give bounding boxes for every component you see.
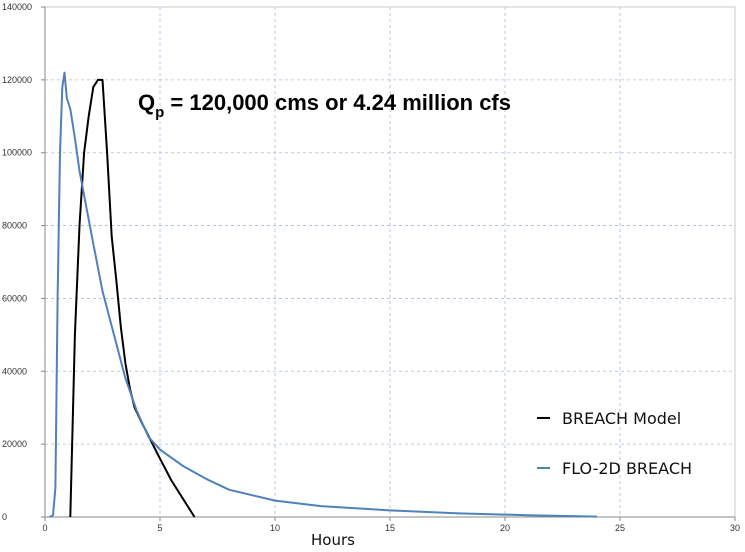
peak-discharge-annotation: Qp = 120,000 cms or 4.24 million cfs	[138, 90, 511, 121]
annotation-rest: = 120,000 cms or 4.24 million cfs	[164, 90, 511, 115]
y-tick-label: 100000	[2, 148, 32, 158]
legend-label-breach: BREACH Model	[562, 409, 681, 428]
x-axis-label: Hours	[311, 531, 355, 549]
y-tick-label: 20000	[2, 439, 27, 449]
x-tick-label: 20	[500, 523, 510, 533]
y-axis-ticks: 0 20000 40000 60000 80000 100000 120000 140000	[2, 2, 45, 522]
y-tick-label: 80000	[2, 221, 27, 231]
x-tick-label: 30	[730, 523, 740, 533]
flo2d-breach-line	[49, 71, 598, 518]
x-axis-ticks: 0 5 10 15 20 25 30	[42, 517, 740, 533]
x-tick-label: 5	[157, 523, 162, 533]
breach-model-line	[69, 78, 196, 518]
y-tick-label: 40000	[2, 366, 27, 376]
y-tick-label: 140000	[2, 2, 32, 12]
y-tick-label: 0	[2, 512, 7, 522]
gridlines	[45, 6, 736, 517]
x-tick-label: 10	[270, 523, 280, 533]
legend: BREACH Model FLO-2D BREACH	[537, 409, 692, 478]
x-tick-label: 0	[42, 523, 47, 533]
annotation-subscript: p	[155, 104, 164, 121]
annotation-main: Q	[138, 90, 155, 115]
y-tick-label: 60000	[2, 293, 27, 303]
x-tick-label: 25	[615, 523, 625, 533]
legend-label-flo2d: FLO-2D BREACH	[562, 459, 692, 478]
x-tick-label: 15	[385, 523, 395, 533]
series-lines	[49, 71, 598, 518]
y-tick-label: 120000	[2, 75, 32, 85]
